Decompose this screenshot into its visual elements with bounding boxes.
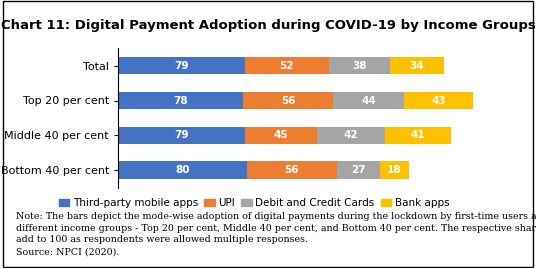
Text: 41: 41	[411, 130, 425, 140]
Bar	[380, 161, 409, 179]
Text: 80: 80	[175, 165, 190, 175]
Text: Chart 11: Digital Payment Adoption during COVID-19 by Income Groups: Chart 11: Digital Payment Adoption durin…	[1, 19, 535, 32]
Bar	[385, 127, 451, 144]
Text: 52: 52	[279, 61, 294, 71]
Text: 79: 79	[174, 61, 189, 71]
Text: 56: 56	[284, 165, 299, 175]
Bar	[118, 57, 245, 75]
Bar	[243, 92, 333, 109]
Bar	[118, 92, 243, 109]
Bar	[118, 127, 245, 144]
Bar	[390, 57, 444, 75]
Text: 56: 56	[281, 95, 296, 106]
Text: 27: 27	[351, 165, 366, 175]
Bar	[245, 57, 329, 75]
Bar	[317, 127, 385, 144]
Text: 38: 38	[352, 61, 367, 71]
Text: 34: 34	[410, 61, 425, 71]
Bar	[333, 92, 404, 109]
Bar	[337, 161, 380, 179]
Text: 45: 45	[274, 130, 288, 140]
Text: 43: 43	[431, 95, 446, 106]
Text: 18: 18	[387, 165, 402, 175]
Text: Note: The bars depict the mode-wise adoption of digital payments during the lock: Note: The bars depict the mode-wise adop…	[16, 212, 536, 256]
Text: 44: 44	[361, 95, 376, 106]
Text: 42: 42	[344, 130, 359, 140]
Bar	[245, 127, 317, 144]
Legend: Third-party mobile apps, UPI, Debit and Credit Cards, Bank apps: Third-party mobile apps, UPI, Debit and …	[59, 198, 450, 208]
Bar	[118, 161, 247, 179]
Bar	[329, 57, 390, 75]
Bar	[247, 161, 337, 179]
Bar	[404, 92, 473, 109]
Text: 78: 78	[173, 95, 188, 106]
Text: 79: 79	[174, 130, 189, 140]
